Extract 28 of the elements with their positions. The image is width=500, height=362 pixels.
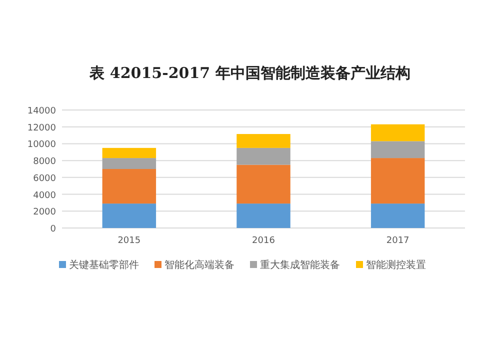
bar	[102, 148, 156, 158]
y-tick-label: 10000	[27, 140, 56, 150]
x-tick-label: 2017	[386, 236, 410, 246]
bar	[236, 164, 290, 204]
bar	[370, 124, 425, 142]
legend-label: 智能化高端装备	[164, 259, 234, 271]
bar	[102, 158, 156, 169]
chart-title: 表 42015-2017 年中国智能制造装备产业结构	[88, 64, 410, 82]
y-tick-label: 12000	[27, 123, 56, 134]
bar	[236, 134, 290, 148]
y-tick-label: 8000	[33, 157, 56, 168]
y-tick-label: 2000	[33, 208, 56, 218]
y-tick-label: 6000	[33, 174, 56, 184]
x-tick-label: 2016	[252, 236, 276, 246]
legend-label: 重大集成智能装备	[260, 259, 340, 271]
bar	[236, 148, 290, 165]
bar	[370, 158, 425, 204]
bar	[370, 204, 425, 228]
bar	[236, 204, 290, 228]
bar	[370, 141, 425, 158]
bar	[102, 169, 156, 204]
y-tick-label: 0	[50, 224, 56, 234]
legend-label: 智能测控装置	[366, 259, 426, 271]
y-tick-label: 14000	[27, 106, 56, 116]
x-tick-label: 2015	[118, 236, 141, 246]
y-tick-label: 4000	[33, 190, 56, 201]
legend-label: 关键基础零部件	[69, 259, 139, 271]
bar	[102, 204, 156, 228]
